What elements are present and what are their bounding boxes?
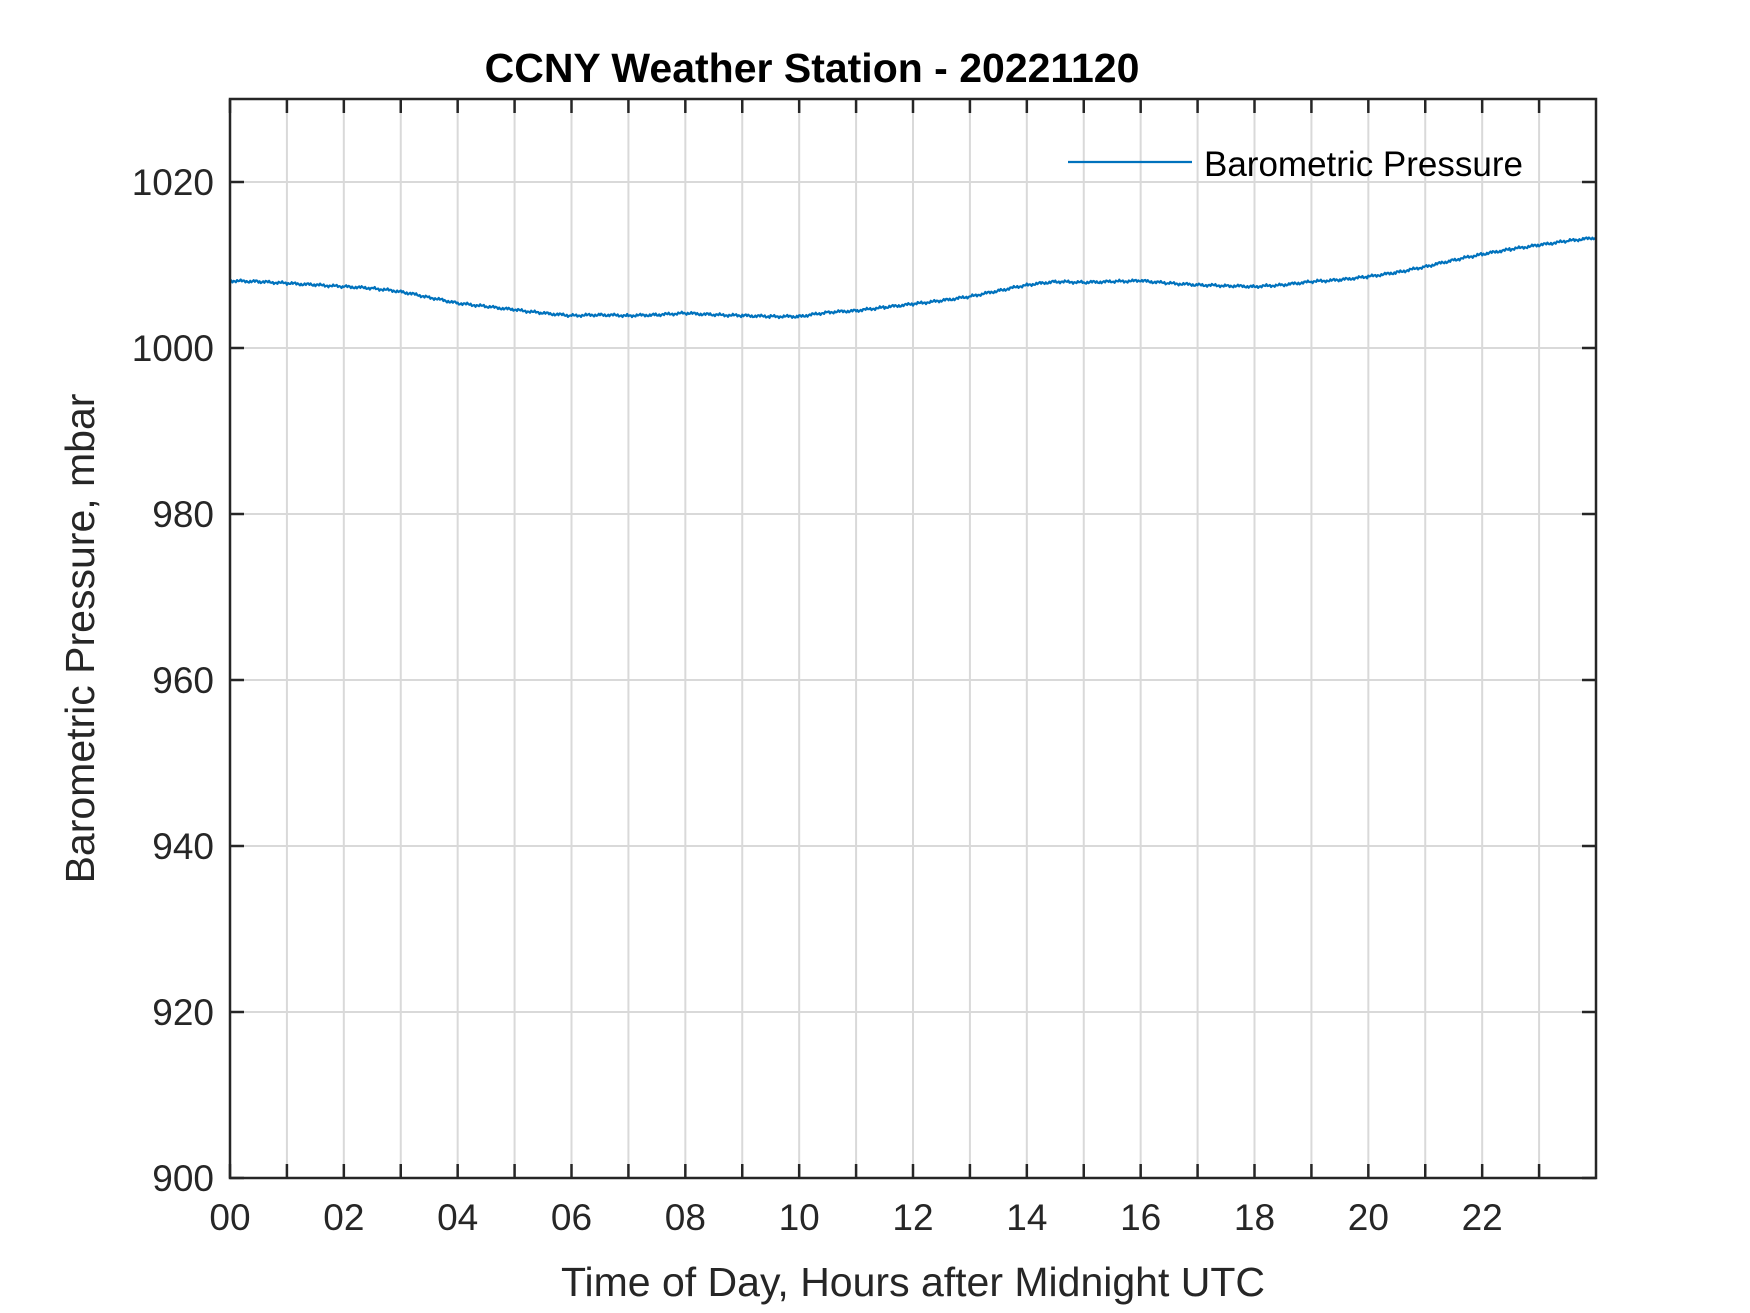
y-tick-label: 900: [152, 1158, 214, 1199]
y-tick-labels: 900 920 940 960 980 1000 1020: [132, 162, 214, 1199]
x-tick-label: 14: [1006, 1197, 1047, 1238]
y-tick-label: 940: [152, 826, 214, 867]
x-tick-label: 06: [551, 1197, 592, 1238]
x-tick-label: 04: [437, 1197, 478, 1238]
x-tick-label: 22: [1462, 1197, 1503, 1238]
y-axis-label: Barometric Pressure, mbar: [57, 394, 103, 884]
y-tick-label: 920: [152, 992, 214, 1033]
x-tick-label: 00: [209, 1197, 250, 1238]
series-line-barometric-pressure: [229, 236, 1597, 320]
y-tick-label: 1020: [132, 162, 214, 203]
x-tick-label: 20: [1348, 1197, 1389, 1238]
legend: Barometric Pressure: [1068, 145, 1523, 184]
x-tick-labels: 00 02 04 06 08 10 12 14 16 18 20 22: [209, 1197, 1502, 1238]
legend-label: Barometric Pressure: [1204, 145, 1523, 184]
x-tick-label: 08: [665, 1197, 706, 1238]
y-tick-label: 1000: [132, 328, 214, 369]
y-tick-label: 960: [152, 660, 214, 701]
chart-title: CCNY Weather Station - 20221120: [485, 45, 1140, 91]
y-tick-label: 980: [152, 494, 214, 535]
x-tick-label: 02: [323, 1197, 364, 1238]
x-tick-label: 12: [892, 1197, 933, 1238]
x-axis-label: Time of Day, Hours after Midnight UTC: [561, 1259, 1265, 1305]
plot-frame: [228, 97, 1598, 1180]
x-tick-label: 10: [779, 1197, 820, 1238]
x-tick-label: 18: [1234, 1197, 1275, 1238]
x-tick-label: 16: [1120, 1197, 1161, 1238]
